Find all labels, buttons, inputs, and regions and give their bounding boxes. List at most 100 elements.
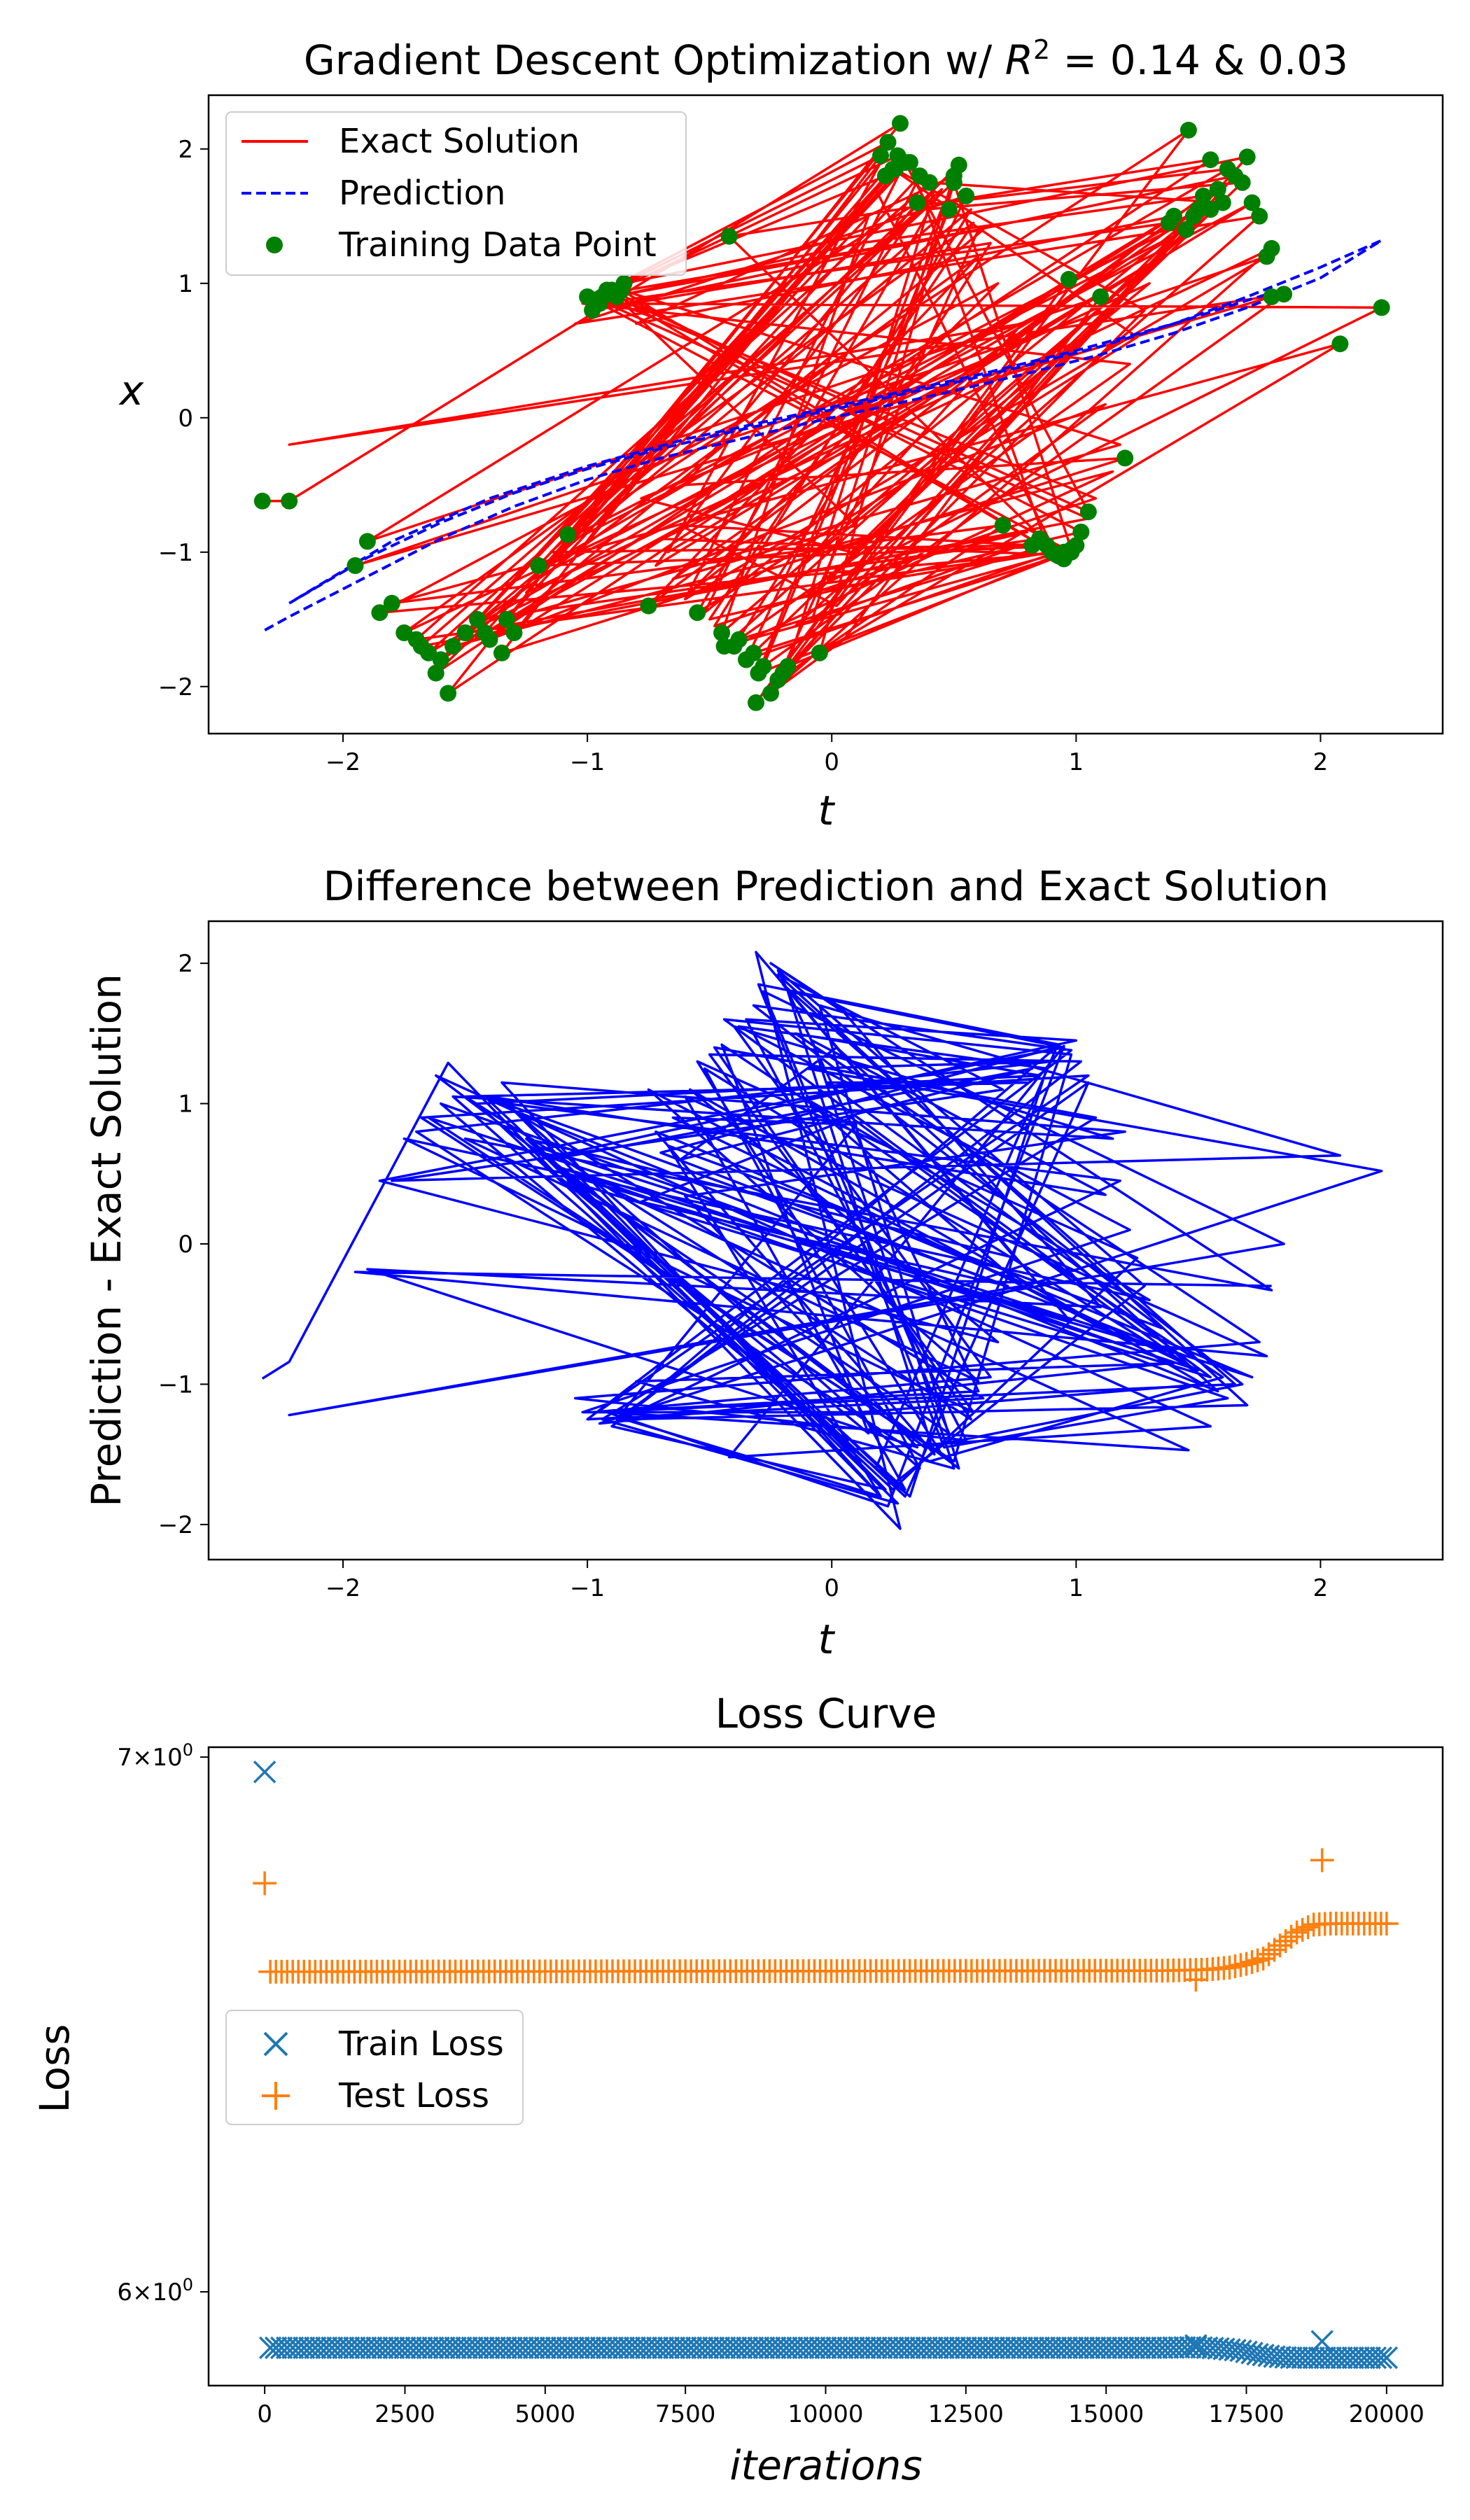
x-stroke <box>775 2336 798 2360</box>
x-tick-label: −2 <box>326 748 360 776</box>
x-tick-label: 2 <box>1313 748 1329 776</box>
training-data-point <box>1238 148 1256 166</box>
x-stroke <box>483 2336 506 2360</box>
x-stroke <box>410 2336 433 2360</box>
prediction-line <box>264 239 1382 631</box>
x-stroke <box>690 2336 714 2360</box>
x-stroke <box>589 2336 613 2360</box>
x-stroke <box>573 2336 596 2360</box>
x-tick-label: 0 <box>257 2400 272 2428</box>
training-data-point <box>530 557 547 574</box>
training-data-point <box>505 624 523 641</box>
x-stroke <box>399 2336 422 2360</box>
x-stroke <box>1302 2346 1325 2370</box>
x-stroke <box>932 2336 955 2360</box>
train-loss-marker <box>589 2336 613 2360</box>
training-data-point <box>1060 271 1077 288</box>
train-loss-marker <box>736 2336 759 2360</box>
x-stroke <box>769 2336 792 2360</box>
x-stroke <box>511 2336 535 2360</box>
train-loss-marker <box>825 2336 848 2360</box>
x-tick-label: 20000 <box>1349 2400 1424 2428</box>
x-stroke <box>343 2336 366 2360</box>
train-loss-marker <box>281 2336 304 2360</box>
test-loss-marker <box>253 1871 277 1896</box>
train-loss-marker <box>820 2336 843 2360</box>
train-loss-marker <box>315 2336 338 2360</box>
test-loss-marker <box>1234 1952 1259 1976</box>
train-loss-marker <box>444 2336 467 2360</box>
train-loss-marker <box>1184 2335 1208 2359</box>
train-loss-marker <box>1285 2346 1308 2370</box>
x-stroke <box>1274 2346 1297 2369</box>
x-stroke <box>713 2336 736 2360</box>
x-stroke <box>292 2336 316 2360</box>
x-tick-label: −1 <box>570 1574 605 1602</box>
x-stroke <box>864 2336 888 2360</box>
x-stroke <box>999 2336 1023 2360</box>
panel-loss: Loss Curve 0 2500 5000 7500 10000 12500 15000 1… <box>31 1690 1444 2489</box>
train-loss-marker <box>954 2336 978 2360</box>
train-loss-marker <box>410 2336 433 2360</box>
train-loss-marker <box>685 2336 708 2360</box>
legend-box <box>225 111 687 276</box>
test-loss-marker <box>1290 1917 1315 1942</box>
x-stroke <box>1190 2336 1213 2359</box>
x-stroke <box>1021 2336 1045 2360</box>
x-stroke <box>1027 2336 1051 2360</box>
train-loss-marker <box>1123 2336 1146 2360</box>
training-data-point <box>1180 121 1197 139</box>
x-stroke <box>1111 2336 1135 2360</box>
x-stroke <box>1077 2336 1101 2360</box>
x-stroke <box>1055 2336 1079 2360</box>
x-stroke <box>881 2336 904 2360</box>
x-stroke <box>1072 2336 1096 2360</box>
x-stroke <box>786 2336 809 2360</box>
x-stroke <box>1336 2346 1359 2370</box>
train-loss-marker <box>270 2336 293 2360</box>
exact-solution-line <box>262 122 1383 704</box>
train-loss-marker <box>455 2336 478 2360</box>
train-loss-marker <box>578 2336 602 2360</box>
x-tick-label: 17500 <box>1208 2400 1284 2428</box>
x-stroke <box>539 2336 563 2360</box>
x-stroke <box>736 2336 759 2360</box>
train-loss-marker <box>1038 2336 1062 2360</box>
x-stroke <box>1100 2336 1124 2360</box>
test-loss-marker <box>1217 1955 1242 1980</box>
training-data-point <box>1243 194 1261 211</box>
test-loss-marker <box>1245 1948 1270 1973</box>
x-stroke <box>371 2336 394 2360</box>
train-loss-marker <box>573 2336 596 2360</box>
x-stroke <box>926 2336 950 2360</box>
train-loss-marker <box>343 2336 366 2360</box>
train-loss-marker <box>1324 2346 1348 2370</box>
x-stroke <box>1280 2346 1303 2370</box>
x-stroke <box>1296 2346 1320 2370</box>
train-loss-marker <box>1375 2346 1399 2370</box>
train-loss-marker <box>769 2336 792 2360</box>
training-data-point <box>879 134 897 151</box>
legend-test-marker <box>262 2082 290 2110</box>
x-stroke <box>337 2336 360 2360</box>
train-loss-marker <box>545 2336 568 2360</box>
x-stroke <box>1341 2346 1365 2370</box>
x-stroke <box>988 2336 1011 2360</box>
training-data-point <box>1023 537 1041 554</box>
x-stroke <box>792 2336 815 2360</box>
training-data-point <box>432 651 449 668</box>
train-loss-marker <box>1004 2336 1028 2360</box>
train-loss-marker <box>764 2336 787 2360</box>
panel-loss-ticks: 0 2500 5000 7500 10000 12500 15000 17500 20000 6×… <box>117 1740 1424 2428</box>
x-stroke <box>1184 2335 1208 2359</box>
train-loss-marker <box>1016 2336 1040 2360</box>
x-stroke <box>606 2336 630 2360</box>
x-stroke <box>1088 2336 1112 2360</box>
x-stroke <box>993 2336 1017 2360</box>
training-data-point <box>476 624 493 641</box>
panel-difference-ticks: −2 −1 0 1 2 −2 −1 0 1 2 <box>158 950 1328 1602</box>
x-stroke <box>668 2336 692 2360</box>
panel-difference-plot-area <box>261 951 1383 1530</box>
x-stroke <box>724 2336 748 2360</box>
